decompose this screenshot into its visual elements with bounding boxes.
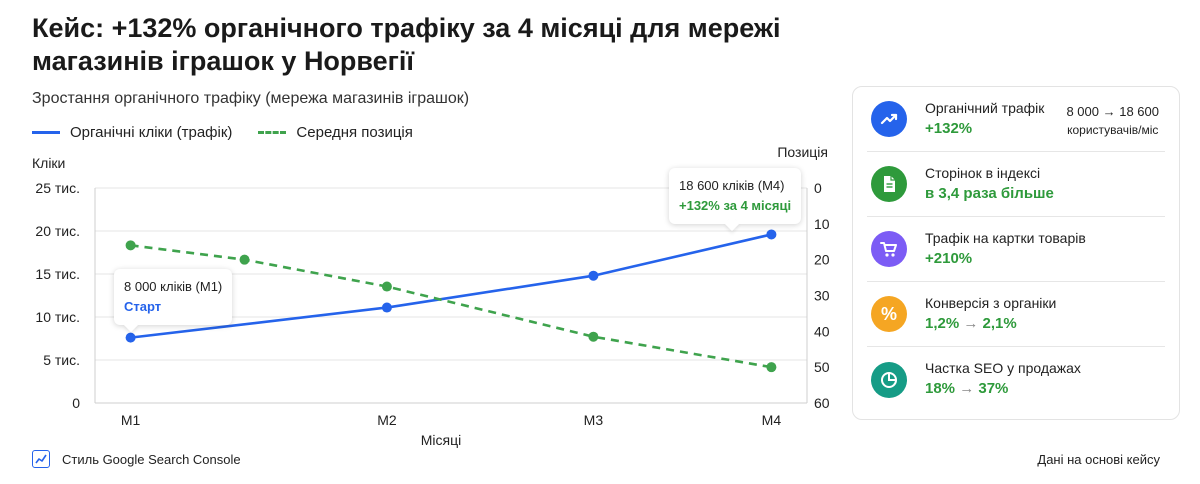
kpi-value-arrow: → — [959, 380, 975, 397]
legend-item-clicks: Органічні кліки (трафік) — [32, 124, 232, 141]
legend-swatch-clicks — [32, 131, 60, 134]
y-left-tick-label: 5 тис. — [43, 352, 80, 368]
cart-icon — [871, 231, 907, 267]
tooltip-start: 8 000 кліків (M1) Старт — [114, 269, 233, 333]
kpi-seo-share: Частка SEO у продажах 18% → 37% — [867, 347, 1165, 412]
tooltip-start-line2: Старт — [124, 299, 162, 314]
legend-item-position: Середня позиція — [258, 124, 413, 141]
footer-left-text: Стиль Google Search Console — [62, 451, 241, 467]
clicks-point — [381, 302, 392, 313]
y-left-tick-label: 25 тис. — [35, 180, 80, 196]
kpi-indexed-pages: Сторінок в індексі в 3,4 раза більше — [867, 152, 1165, 217]
y-left-tick-label: 20 тис. — [35, 223, 80, 239]
y-right-tick-label: 30 — [814, 288, 830, 304]
tooltip-end: 18 600 кліків (M4) +132% за 4 місяці — [669, 168, 802, 232]
kpi-label: Конверсія з органіки — [925, 294, 1057, 311]
y-right-tick-label: 60 — [814, 395, 830, 411]
y-right-axis-title: Позиція — [777, 144, 828, 160]
position-point — [239, 254, 250, 265]
position-point — [588, 331, 599, 342]
y-right-tick-label: 0 — [814, 180, 822, 196]
kpi-value: 1,2% → 2,1% — [925, 313, 1056, 335]
chart-legend: Органічні кліки (трафік) Середня позиція — [32, 124, 439, 141]
y-right-tick-label: 50 — [814, 359, 830, 375]
position-point — [766, 362, 777, 373]
clicks-point — [125, 332, 136, 343]
page-title: Кейс: +132% органічного трафіку за 4 міс… — [32, 13, 781, 76]
tooltip-start-line1: 8 000 кліків (M1) — [124, 279, 223, 294]
y-right-tick-label: 20 — [814, 252, 830, 268]
tooltip-end-line1: 18 600 кліків (M4) — [679, 178, 785, 193]
y-right-tick-label: 40 — [814, 323, 830, 339]
pie-chart-icon — [871, 361, 907, 398]
kpi-label: Органічний трафік — [925, 99, 1045, 116]
kpi-product-cards-traffic: Трафік на картки товарів +210% — [867, 217, 1165, 282]
kpi-value-to: 37% — [978, 380, 1009, 397]
y-left-axis-title: Кліки — [32, 155, 65, 171]
kpi-value: +132% — [925, 119, 973, 137]
kpi-label: Частка SEO у продажах — [925, 360, 1081, 376]
legend-label-clicks: Органічні кліки (трафік) — [70, 124, 233, 141]
trend-up-icon — [871, 101, 907, 137]
kpi-value-from: 1,2% — [925, 314, 960, 332]
kpi-value-arrow: → — [963, 314, 979, 332]
x-tick-label: M1 — [121, 412, 141, 428]
kpi-value-to: 2,1% — [982, 314, 1017, 332]
x-tick-label: M4 — [762, 412, 782, 428]
tooltip-end-line2: +132% за 4 місяці — [679, 198, 792, 213]
kpi-value: +210% — [925, 249, 973, 267]
clicks-point — [588, 270, 599, 281]
kpi-extra: 8 000 → 18 600 користувачів/міс — [1066, 103, 1159, 139]
y-right-tick-label: 10 — [814, 216, 830, 232]
kpi-extra-unit: користувачів/міс — [1067, 123, 1159, 137]
kpi-value: в 3,4 раза більше — [925, 184, 1054, 202]
x-axis-title: Місяці — [421, 432, 461, 448]
legend-label-position: Середня позиція — [296, 124, 413, 141]
kpi-value-from: 18% — [925, 380, 956, 397]
footer-source-note: Дані на основі кейсу — [1037, 452, 1160, 467]
clicks-point — [766, 229, 777, 240]
kpi-label: Трафік на картки товарів — [925, 229, 1086, 246]
line-chart: 0 5 тис. 10 тис. 15 тис. 20 тис. 25 тис. 0 10 20… — [32, 144, 830, 448]
x-tick-label: M2 — [377, 412, 397, 428]
document-icon — [871, 166, 907, 202]
y-left-tick-label: 0 — [72, 395, 80, 411]
kpi-value: 18% → 37% — [925, 378, 1081, 400]
chart-icon — [32, 450, 50, 468]
clicks-line — [130, 233, 772, 339]
percent-icon: % — [871, 296, 907, 332]
kpi-conversion: % Конверсія з органіки 1,2% → 2,1% — [867, 282, 1165, 347]
kpi-extra-range: 8 000 → 18 600 — [1066, 104, 1159, 119]
kpi-label: Сторінок в індексі — [925, 164, 1041, 181]
footer-style-note: Стиль Google Search Console — [32, 450, 241, 468]
x-tick-label: M3 — [584, 412, 604, 428]
y-left-tick-label: 15 тис. — [35, 266, 80, 282]
chart-subtitle: Зростання органічного трафіку (мережа ма… — [32, 90, 470, 107]
y-left-tick-label: 10 тис. — [35, 309, 80, 325]
position-point — [381, 281, 392, 292]
legend-swatch-position — [258, 131, 287, 134]
kpi-panel: Органічний трафік +132% 8 000 → 18 600 к… — [852, 86, 1180, 420]
kpi-organic-traffic: Органічний трафік +132% 8 000 → 18 600 к… — [867, 87, 1165, 152]
position-point — [125, 240, 136, 251]
